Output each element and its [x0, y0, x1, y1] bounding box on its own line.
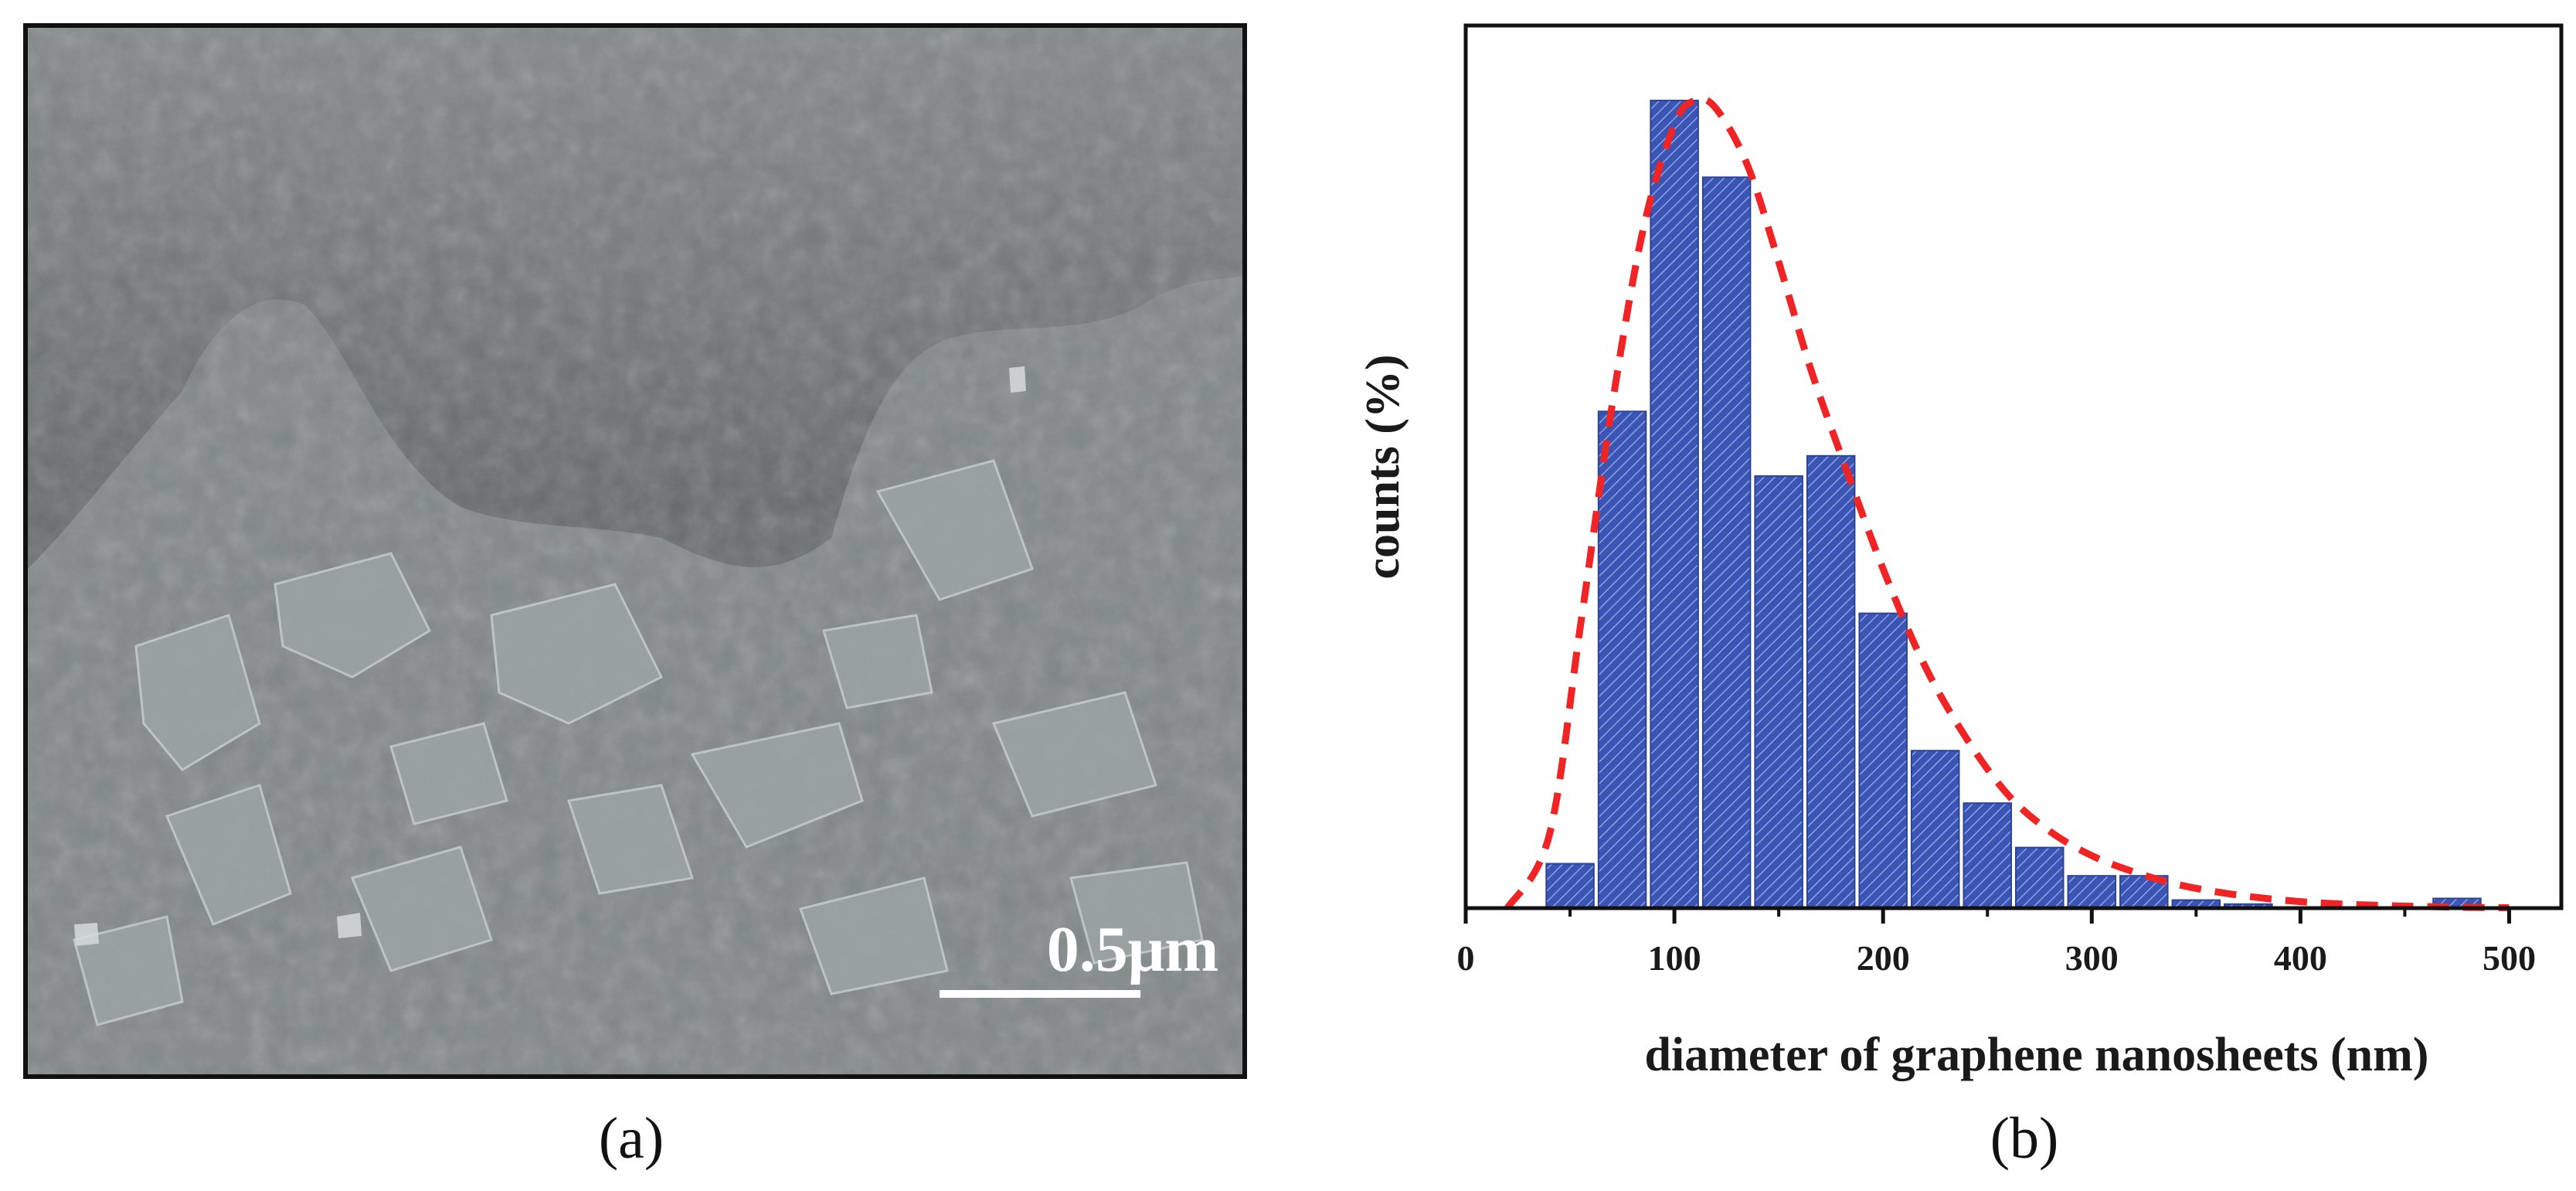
scale-bar-label: 0.5μm	[1047, 914, 1219, 985]
histogram-bar-75	[1597, 410, 1647, 909]
x-tick-label-100: 100	[1648, 938, 1701, 978]
histogram-bar-125	[1701, 176, 1752, 909]
histogram-bar-200	[1858, 612, 1908, 909]
plot-frame	[1463, 23, 2564, 910]
fit-curve	[1504, 95, 2510, 911]
x-tick-label-200: 200	[1857, 938, 1910, 978]
x-tick-label-400: 400	[2274, 938, 2327, 978]
x-ticks: 0 100 200 300 400 500	[1457, 908, 2536, 978]
x-axis-title: diameter of graphene nanosheets (nm)	[1645, 1029, 2429, 1081]
sem-micrograph: 0.5μm	[23, 23, 1247, 1079]
histogram-bar-275	[2015, 846, 2065, 909]
y-axis-title: counts (%)	[1357, 354, 1409, 579]
bars-layer	[1545, 100, 2482, 910]
histogram-bar-225	[1910, 750, 1960, 909]
histogram-bar-300	[2067, 875, 2117, 909]
panel-label-b: (b)	[1990, 1106, 2059, 1171]
histogram-bar-175	[1806, 454, 1856, 909]
x-tick-label-300: 300	[2065, 938, 2119, 978]
histogram-bar-100	[1650, 100, 1699, 910]
panel-label-a: (a)	[598, 1106, 664, 1171]
sem-image: 0.5μm	[28, 28, 1242, 1074]
histogram-bar-150	[1754, 475, 1803, 909]
scale-bar	[940, 990, 1140, 998]
histogram-bar-50	[1545, 863, 1595, 909]
histogram-bar-250	[1963, 802, 2012, 909]
x-tick-label-500: 500	[2483, 938, 2536, 978]
x-tick-label-0: 0	[1457, 938, 1475, 978]
